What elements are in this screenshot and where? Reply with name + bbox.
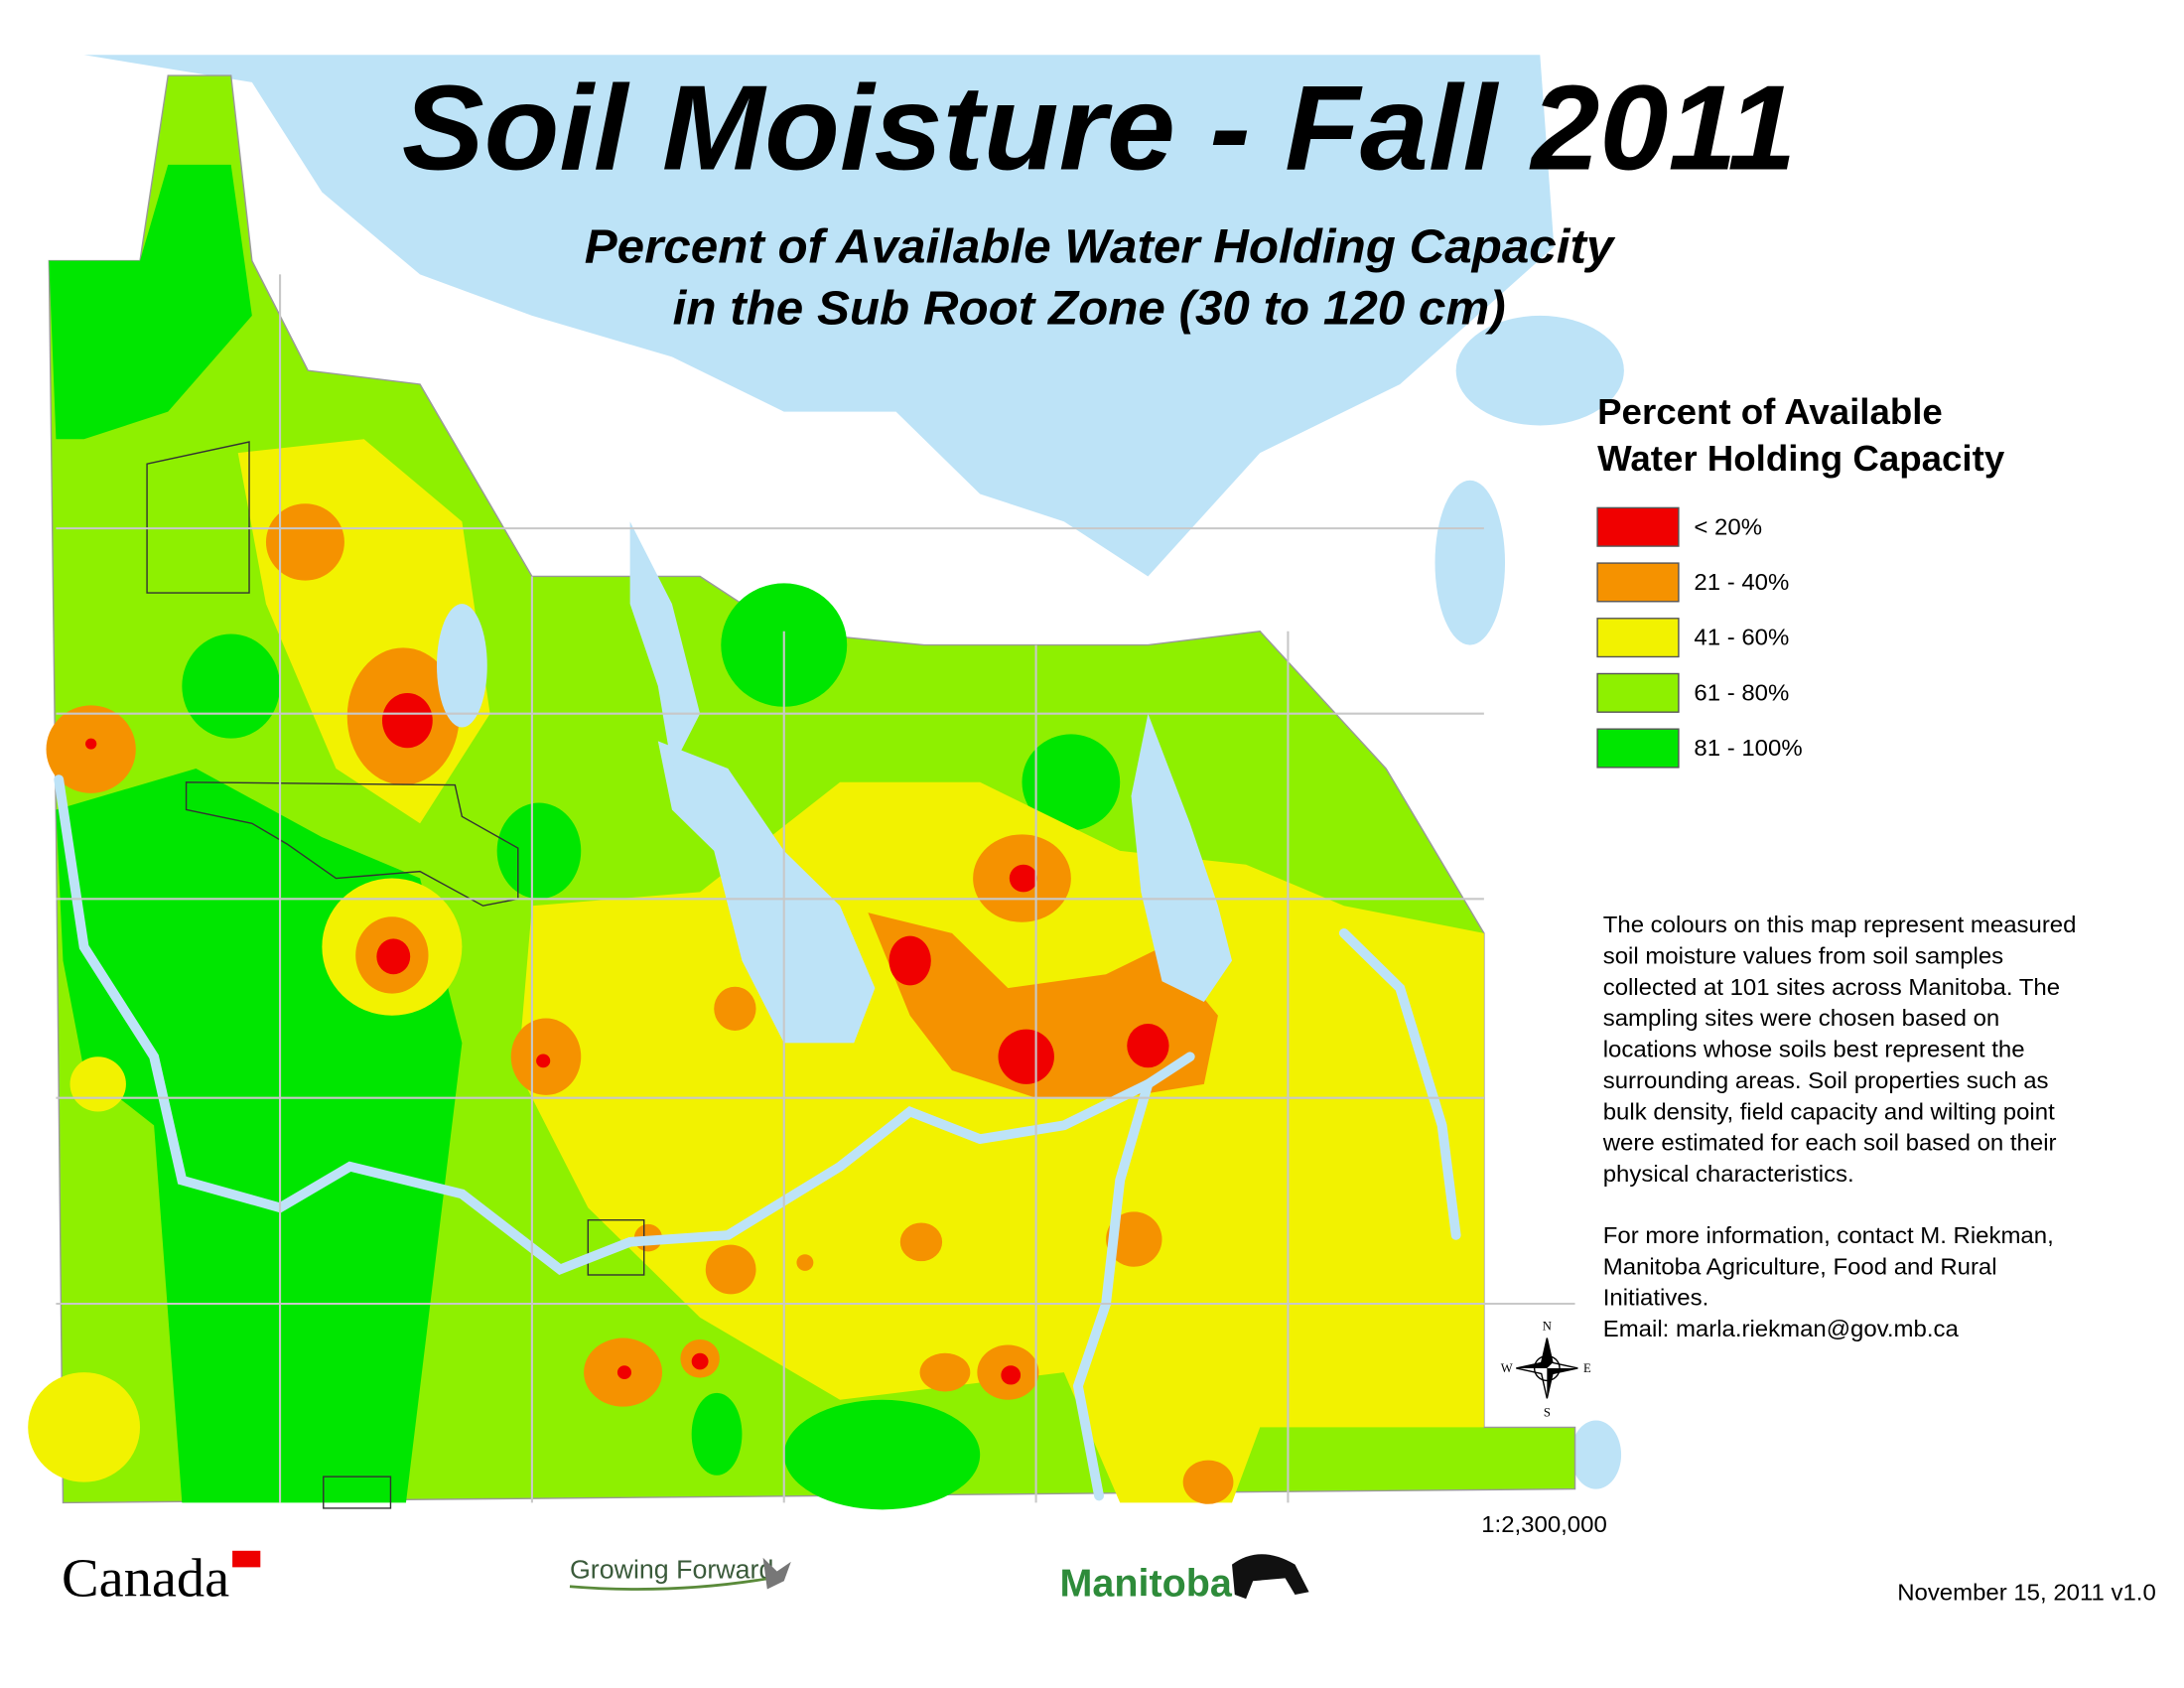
description: The colours on this map represent measur… <box>1602 913 2077 1342</box>
legend-label: 21 - 40% <box>1694 570 1789 596</box>
hatched-area <box>146 441 645 1509</box>
legend-swatch <box>1596 506 1680 547</box>
lake-manitoba <box>657 741 876 1044</box>
lake-winnipegosis <box>629 521 701 769</box>
legend-swatch <box>1596 562 1680 603</box>
northern-lakes <box>83 55 1555 577</box>
region-under-20 <box>85 692 1169 1385</box>
description-line: locations whose soils best represent the <box>1603 1038 2025 1063</box>
legend-swatch <box>1596 672 1680 713</box>
subtitle: in the Sub Root Zone (30 to 120 cm) <box>673 282 1506 335</box>
description-line: bulk density, field capacity and wilting… <box>1603 1100 2055 1126</box>
description-line: Email: marla.riekman@gov.mb.ca <box>1603 1317 1960 1342</box>
bison <box>1232 1554 1309 1600</box>
description-line: physical characteristics. <box>1603 1162 1854 1188</box>
lake <box>1570 1420 1622 1489</box>
logo-swoosh <box>569 1577 770 1591</box>
description-line: For more information, contact M. Riekman… <box>1603 1223 2054 1249</box>
manitoba-logo: Manitoba <box>1060 1563 1232 1606</box>
canada-logo: Canada <box>62 1548 229 1609</box>
legend: Percent of Available Water Holding Capac… <box>1596 391 2004 769</box>
legend-title: Percent of Available <box>1597 391 1943 432</box>
legend-label: 81 - 100% <box>1694 736 1802 762</box>
title: Soil Moisture - Fall 2011 <box>402 61 1796 196</box>
legend-label: 61 - 80% <box>1694 681 1789 707</box>
leaf <box>762 1557 791 1590</box>
legend-swatch <box>1596 618 1680 658</box>
compass-s: S <box>1544 1405 1551 1419</box>
legend-swatch <box>1596 728 1680 769</box>
lake-winnipeg <box>1131 713 1233 1002</box>
description-line: soil moisture values from soil samples <box>1603 944 2003 970</box>
legend-label: 41 - 60% <box>1694 626 1789 651</box>
description-line: collected at 101 sites across Manitoba. … <box>1603 975 2060 1001</box>
compass-w: W <box>1501 1361 1513 1375</box>
compass-e: E <box>1583 1361 1591 1375</box>
description-line: Manitoba Agriculture, Food and Rural <box>1603 1254 1997 1280</box>
scale: 1:2,300,000 <box>1481 1512 1607 1538</box>
date: November 15, 2011 v1.0 <box>1897 1581 2156 1607</box>
growing-forward-logo: Growing Forward <box>570 1555 773 1585</box>
description-line: surrounding areas. Soil properties such … <box>1603 1068 2049 1094</box>
compass: N S E W <box>1501 1319 1591 1419</box>
legend-title: Water Holding Capacity <box>1597 438 2004 479</box>
flag <box>232 1550 261 1568</box>
description-line: Initiatives. <box>1603 1286 1709 1312</box>
dauphin-lake <box>437 604 487 728</box>
municipal-boundaries <box>56 274 1575 1503</box>
lake <box>1434 480 1506 645</box>
subtitle: Percent of Available Water Holding Capac… <box>585 220 1616 273</box>
legend-label: < 20% <box>1694 515 1762 541</box>
lake <box>1455 315 1624 426</box>
compass-n: N <box>1543 1319 1552 1333</box>
description-line: sampling sites were chosen based on <box>1603 1006 2000 1032</box>
description-line: The colours on this map represent measur… <box>1603 913 2077 938</box>
description-line: were estimated for each soil based on th… <box>1602 1131 2057 1157</box>
map <box>28 55 1624 1510</box>
